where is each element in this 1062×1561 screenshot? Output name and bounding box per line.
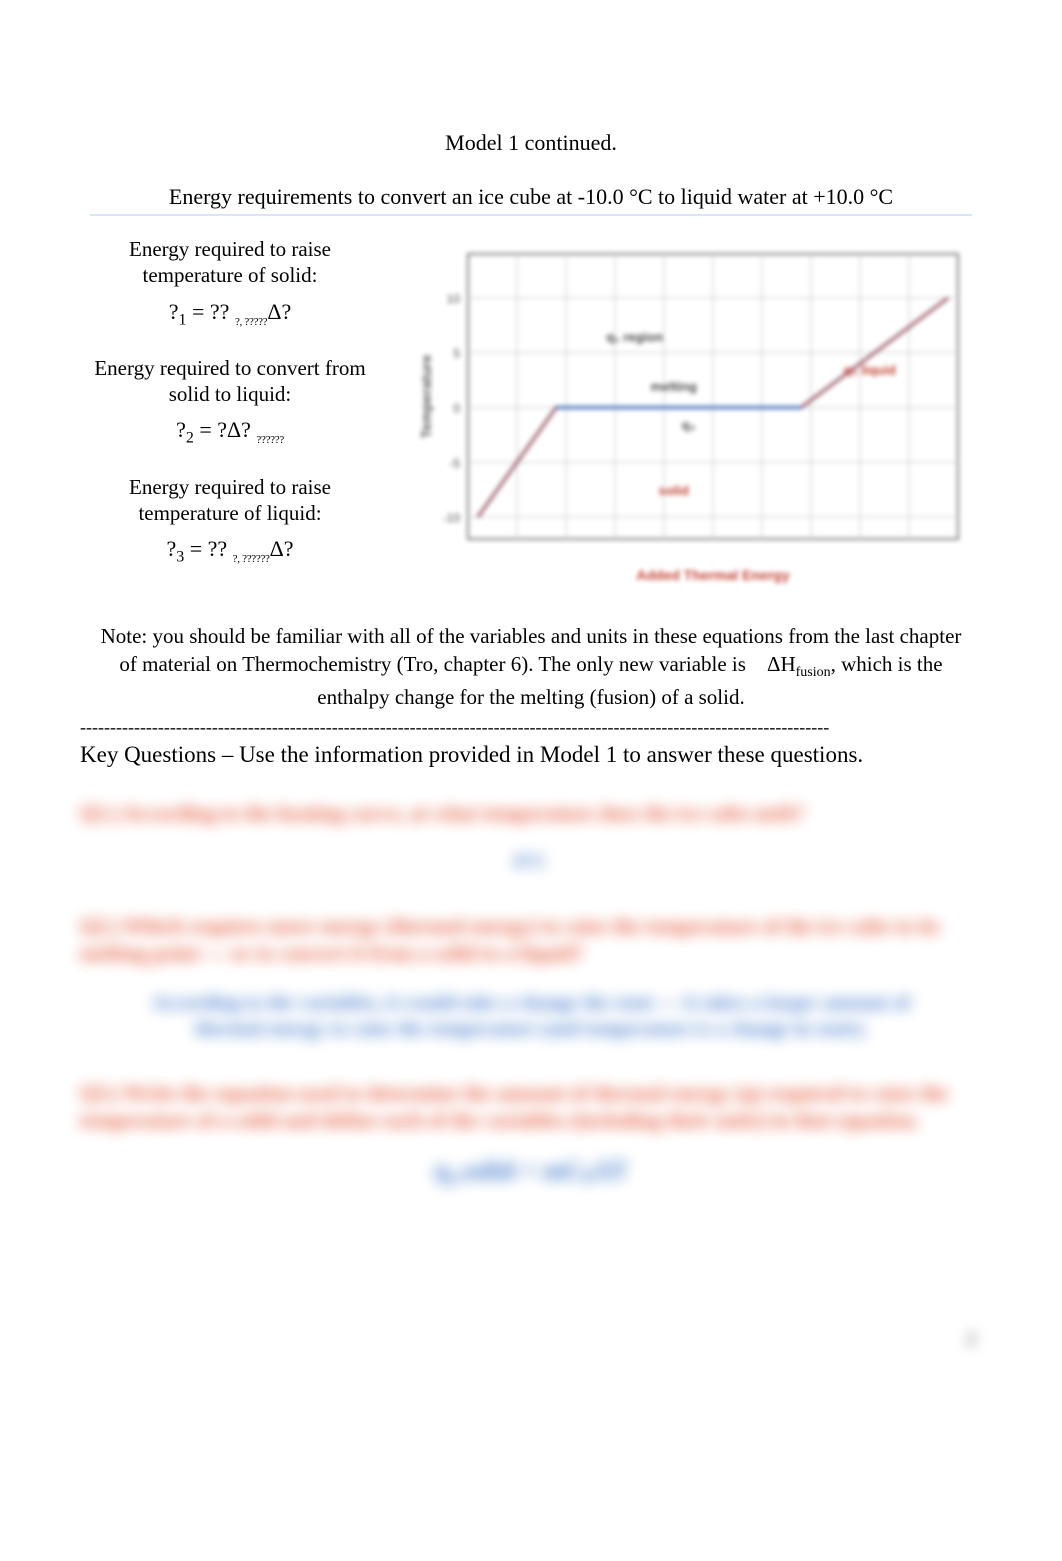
f2-lhs: ? [176,417,186,442]
blurred-content: Q1.) According to the heating curve, at … [80,800,982,1186]
svg-text:q₂: q₂ [682,417,696,432]
f1-lhs: ? [169,299,179,324]
f3-sub2: ?, ?????? [233,553,270,565]
f1-sub1: 1 [179,311,187,328]
question-1: Q1.) According to the heating curve, at … [80,800,982,827]
formula-column: Energy required to raise temperature of … [80,234,380,594]
formula-1: ?1 = ?? ?, ?????Δ? [80,299,380,329]
f3-sub1: 3 [176,549,184,566]
formula-2: ?2 = ?Δ? ?????? [80,417,380,447]
svg-text:melting: melting [651,379,697,394]
question-3: Q3.) Write the equation used to determin… [80,1080,982,1135]
energy-label-3: Energy required to raise temperature of … [80,474,380,527]
svg-text:q₁ region: q₁ region [606,330,663,345]
f3-rhs: Δ? [270,536,294,561]
formula-3: ?3 = ?? ?, ??????Δ? [80,536,380,566]
f2-sub2: ?????? [256,434,284,446]
energy-block-2: Energy required to convert from solid to… [80,355,380,448]
f3-lhs: ? [166,536,176,561]
chart-svg: -10 -5 0 5 10 q₁ region melting q₂ q₃ liquid soli… [404,234,982,594]
answer-2: According to the variables, it would tak… [80,990,982,1042]
svg-text:0: 0 [453,401,460,415]
note-var-sub: fusion [796,666,831,681]
svg-text:Added Thermal Energy: Added Thermal Energy [636,567,789,583]
f2-sub1: 2 [186,430,194,447]
energy-block-1: Energy required to raise temperature of … [80,236,380,329]
page-number: 2 [966,1328,976,1351]
question-2: Q2.) Which requires more energy (thermal… [80,913,982,968]
energy-label-1: Energy required to raise temperature of … [80,236,380,289]
svg-text:5: 5 [453,347,460,361]
svg-text:-10: -10 [443,511,461,525]
heating-curve-chart: -10 -5 0 5 10 q₁ region melting q₂ q₃ liquid soli… [404,234,982,594]
note-var: ΔH [767,652,796,676]
f1-sub2: ?, ????? [235,316,267,328]
note-paragraph: Note: you should be familiar with all of… [80,622,982,712]
svg-text:q₃ liquid: q₃ liquid [844,363,896,378]
energy-label-2: Energy required to convert from solid to… [80,355,380,408]
divider-dashes: ----------------------------------------… [80,718,982,736]
content-row: Energy required to raise temperature of … [80,234,982,594]
f1-eq: = ?? [187,299,235,324]
svg-text:Temperature: Temperature [418,354,434,438]
energy-block-3: Energy required to raise temperature of … [80,474,380,567]
answer-3: q₁,solid = mCₚΔT [80,1156,982,1186]
answer-1: 0°C [80,849,982,875]
svg-text:10: 10 [447,292,461,306]
page-subtitle: Energy requirements to convert an ice cu… [90,184,972,216]
svg-text:solid: solid [659,483,689,498]
f1-rhs: Δ? [267,299,291,324]
f3-eq: = ?? [184,536,232,561]
key-questions-intro: Key Questions – Use the information prov… [80,742,982,768]
svg-text:-5: -5 [449,456,460,470]
f2-eq: = ?Δ? [194,417,257,442]
model-title: Model 1 continued. [80,130,982,156]
